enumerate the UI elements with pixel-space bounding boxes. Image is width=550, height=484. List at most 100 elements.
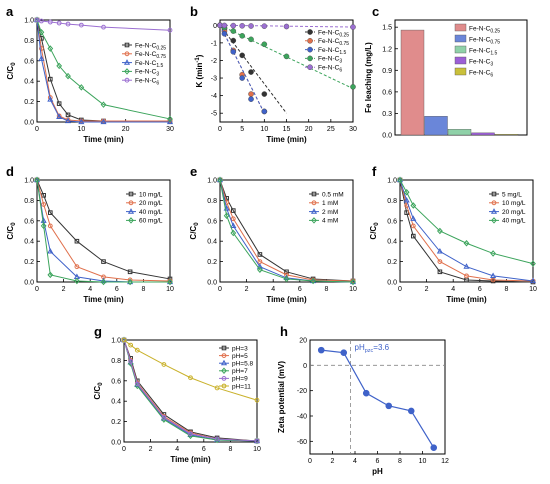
data-point [410,202,417,209]
y-tick-label: 0.2 [24,259,34,266]
data-point [230,28,237,34]
data-point [47,271,54,279]
legend-entry: 4 mM [322,218,338,225]
y-axis-label: Zeta potential (mV) [277,361,286,433]
y-tick-label: 0.4 [207,239,217,246]
data-point [397,176,403,184]
data-point [230,216,236,222]
legend-marker [128,217,134,224]
legend-marker [491,217,497,224]
panel-h: h 20 0 -20 -40 -60 0 2 4 6 8 10 12 pH Zeta potential (… [277,324,449,476]
y-tick-label: 0.8 [24,198,34,205]
series-line-1 [399,179,534,283]
y-tick-label: -60 [297,439,307,446]
y-axis-label: C/C0 [6,222,17,240]
panel-label-h: h [280,324,288,339]
y-tick-label: -1 [211,40,217,47]
svg-text:C/C0: C/C0 [369,222,380,240]
y-tick-label: 0.2 [111,419,121,426]
x-tick-label: 6 [376,458,380,465]
data-point [248,96,254,102]
x-tick-label: 10 [253,446,261,453]
legend-marker [128,200,134,206]
data-point [56,101,62,106]
legend-marker [311,200,317,206]
data-point [430,444,438,451]
fit-line-4 [219,24,354,90]
legend-marker [123,59,131,65]
y-tick-label: 0.2 [207,259,217,266]
data-point [39,18,44,24]
data-point [463,239,470,247]
bar-5 [494,134,519,136]
data-point [284,269,289,275]
data-point [230,222,237,228]
legend-entry: 20 mg/L [139,200,163,207]
x-tick-label: 5 [240,126,244,133]
data-point [161,415,167,420]
panel-d: d 0.0 0.2 0.4 0.6 0.8 1.0 0 2 4 6 8 10 Time (min) C/C0… [6,164,174,304]
x-tick-label: 10 [260,126,268,133]
series-line-3 [36,19,170,123]
y-tick-label: -3 [211,76,217,83]
data-point [214,436,220,442]
panel-c: c 0.0 0.3 0.6 0.9 1.2 1.5 Fe leaching (mg/L) Fe-… [364,4,528,140]
data-point [38,28,45,36]
x-axis-label: pH [372,467,383,476]
x-tick-label: 2 [62,286,66,293]
x-tick-label: 12 [441,458,449,465]
data-point [230,229,237,237]
data-point [230,22,237,29]
x-tick-label: 20 [305,126,313,133]
y-tick-label: 20 [299,338,307,345]
data-point [166,118,174,125]
panel-label-e: e [190,164,197,179]
plot-frame-h [309,339,446,455]
x-tick-label: 30 [166,126,174,133]
legend-marker [124,51,130,57]
y-tick-label: 1.0 [207,178,217,185]
legend-entry: 5 mg/L [502,191,522,198]
data-point [78,118,85,125]
y-tick-label: 0.8 [111,358,121,365]
data-point [350,84,356,90]
data-point [128,342,134,348]
data-point [41,193,46,198]
legend-marker [127,208,135,214]
svg-text:C/C0: C/C0 [6,62,17,80]
panel-f: f 0.0 0.2 0.4 0.6 0.8 1.0 0 2 4 6 8 10 Time (min) C/C0… [369,164,537,304]
data-point [239,23,245,29]
x-tick-label: 4 [451,286,455,293]
svg-text:Fe leaching (mg/L): Fe leaching (mg/L) [364,42,373,113]
data-point [101,259,106,264]
data-point [261,23,268,29]
data-point [188,431,193,437]
data-point [161,362,167,367]
data-point [214,385,220,391]
data-point [217,176,223,184]
panel-e: e 0.0 0.2 0.4 0.6 0.8 1.0 0 2 4 6 8 10 Time (min) C/C0… [189,164,357,304]
fit-line-3 [219,25,265,114]
legend-entry: Fe-N-C1.5 [469,48,497,57]
y-tick-label: 0.0 [111,440,121,447]
data-point [56,20,62,26]
data-point [283,53,290,60]
legend-entry: Fe-N-C3 [135,69,159,78]
y-tick-label: 0.0 [382,133,392,140]
data-point [221,30,228,37]
y-tick-label: -40 [297,414,307,421]
y-tick-label: -4 [211,93,217,100]
data-point [248,36,254,43]
legend-entry: 20 mg/L [502,209,526,216]
legend-entry: Fe-N-C1.5 [318,47,346,56]
legend-swatch [454,67,467,76]
x-tick-label: 10 [77,126,85,133]
series-line-6 [123,339,258,401]
data-point [403,188,410,196]
series-line-4 [219,179,354,283]
x-tick-label: 30 [349,126,357,133]
data-point [436,247,443,254]
y-tick-label: 0.8 [24,38,34,45]
y-tick-label: 0 [213,23,217,30]
